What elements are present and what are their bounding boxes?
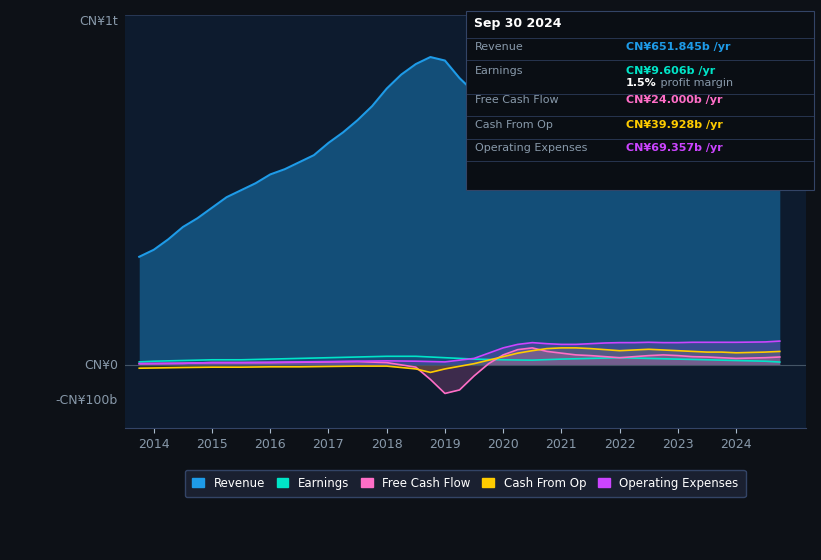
Text: Operating Expenses: Operating Expenses	[475, 143, 588, 153]
Text: CN¥0: CN¥0	[84, 359, 118, 372]
Text: CN¥24.000b /yr: CN¥24.000b /yr	[626, 95, 722, 105]
Legend: Revenue, Earnings, Free Cash Flow, Cash From Op, Operating Expenses: Revenue, Earnings, Free Cash Flow, Cash …	[185, 470, 745, 497]
Text: Free Cash Flow: Free Cash Flow	[475, 95, 559, 105]
Text: CN¥39.928b /yr: CN¥39.928b /yr	[626, 120, 722, 130]
Point	[773, 133, 787, 142]
Text: Sep 30 2024: Sep 30 2024	[474, 17, 562, 30]
Text: Revenue: Revenue	[475, 42, 524, 52]
Text: profit margin: profit margin	[657, 78, 733, 88]
Text: CN¥651.845b /yr: CN¥651.845b /yr	[626, 42, 730, 52]
Text: CN¥9.606b /yr: CN¥9.606b /yr	[626, 66, 715, 76]
Text: 1.5%: 1.5%	[626, 78, 656, 88]
Text: CN¥69.357b /yr: CN¥69.357b /yr	[626, 143, 722, 153]
Text: Cash From Op: Cash From Op	[475, 120, 553, 130]
Text: CN¥1t: CN¥1t	[79, 15, 118, 28]
Text: -CN¥100b: -CN¥100b	[56, 394, 118, 407]
Text: Earnings: Earnings	[475, 66, 524, 76]
